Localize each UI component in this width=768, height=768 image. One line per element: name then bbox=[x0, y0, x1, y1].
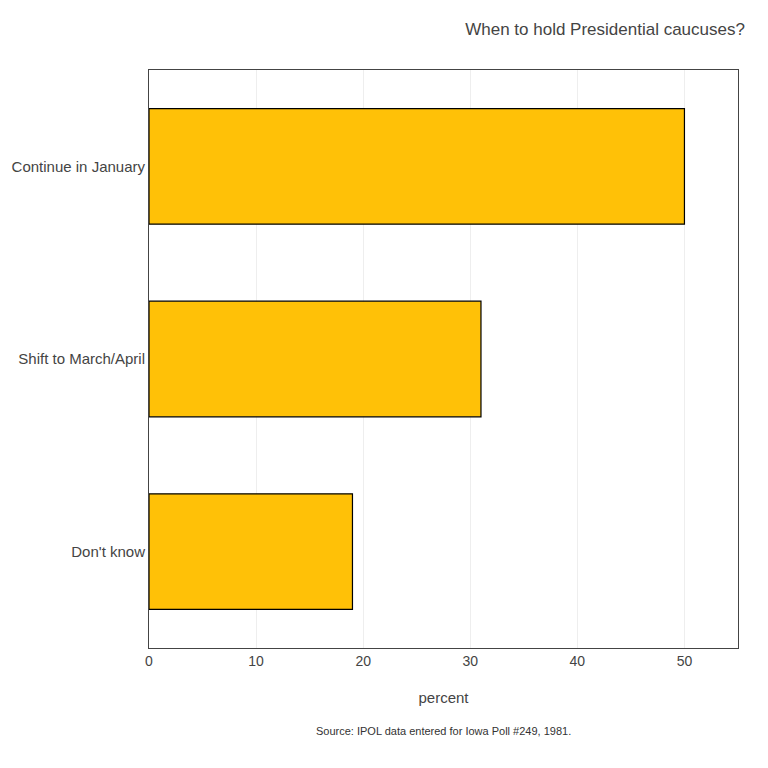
svg-text:Don't know: Don't know bbox=[71, 543, 145, 560]
svg-text:0: 0 bbox=[145, 653, 153, 669]
svg-text:percent: percent bbox=[418, 689, 469, 706]
svg-text:When to hold Presidential cauc: When to hold Presidential caucuses? bbox=[465, 20, 745, 39]
svg-text:20: 20 bbox=[355, 653, 371, 669]
svg-text:Shift to March/April: Shift to March/April bbox=[18, 350, 145, 367]
svg-text:30: 30 bbox=[462, 653, 478, 669]
svg-text:Continue in January: Continue in January bbox=[12, 158, 146, 175]
svg-text:10: 10 bbox=[248, 653, 264, 669]
svg-text:50: 50 bbox=[677, 653, 693, 669]
svg-text:Source: IPOL data entered for: Source: IPOL data entered for Iowa Poll … bbox=[316, 725, 571, 737]
svg-text:40: 40 bbox=[570, 653, 586, 669]
